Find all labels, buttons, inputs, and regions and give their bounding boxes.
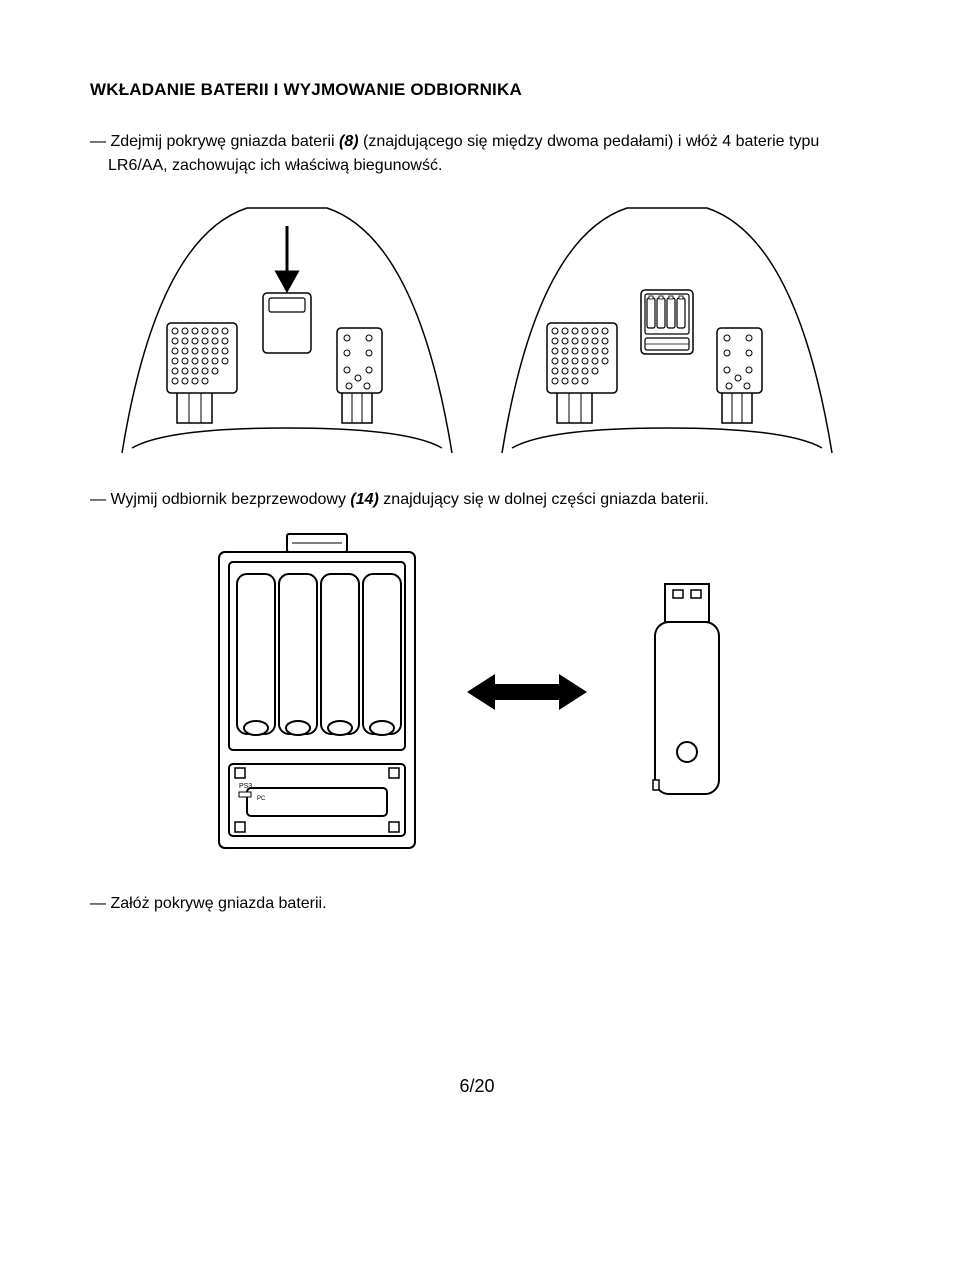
page-number: 6/20 <box>90 1076 864 1097</box>
usb-receiver-figure <box>627 582 747 802</box>
ref-8: (8) <box>339 133 359 150</box>
instruction-2-suffix: znajdujący się w dolnej części gniazda b… <box>379 491 709 508</box>
ref-14: (14) <box>350 491 378 508</box>
instruction-1: — Zdejmij pokrywę gniazda baterii (8) (z… <box>90 130 864 178</box>
section-heading: WKŁADANIE BATERII I WYJMOWANIE ODBIORNIK… <box>90 80 864 100</box>
double-arrow-icon <box>467 672 587 712</box>
pedal-figures-row <box>90 198 864 458</box>
instruction-1-prefix: — Zdejmij pokrywę gniazda baterii <box>90 133 339 150</box>
svg-text:PC: PC <box>257 796 266 802</box>
pedal-closed-figure <box>117 198 457 458</box>
instruction-2-prefix: — Wyjmij odbiornik bezprzewodowy <box>90 491 350 508</box>
pedal-open-figure <box>497 198 837 458</box>
instruction-1-line2: LR6/AA, zachowując ich właściwą biegunow… <box>90 154 864 178</box>
svg-text:PS3: PS3 <box>239 783 252 790</box>
instruction-3: — Załóż pokrywę gniazda baterii. <box>90 892 864 916</box>
battery-usb-figure-row: PS3 PC <box>90 532 864 852</box>
instruction-2: — Wyjmij odbiornik bezprzewodowy (14) zn… <box>90 488 864 512</box>
instruction-1-suffix: (znajdującego się między dwoma pedałami)… <box>359 133 820 150</box>
battery-compartment-figure: PS3 PC <box>207 532 427 852</box>
